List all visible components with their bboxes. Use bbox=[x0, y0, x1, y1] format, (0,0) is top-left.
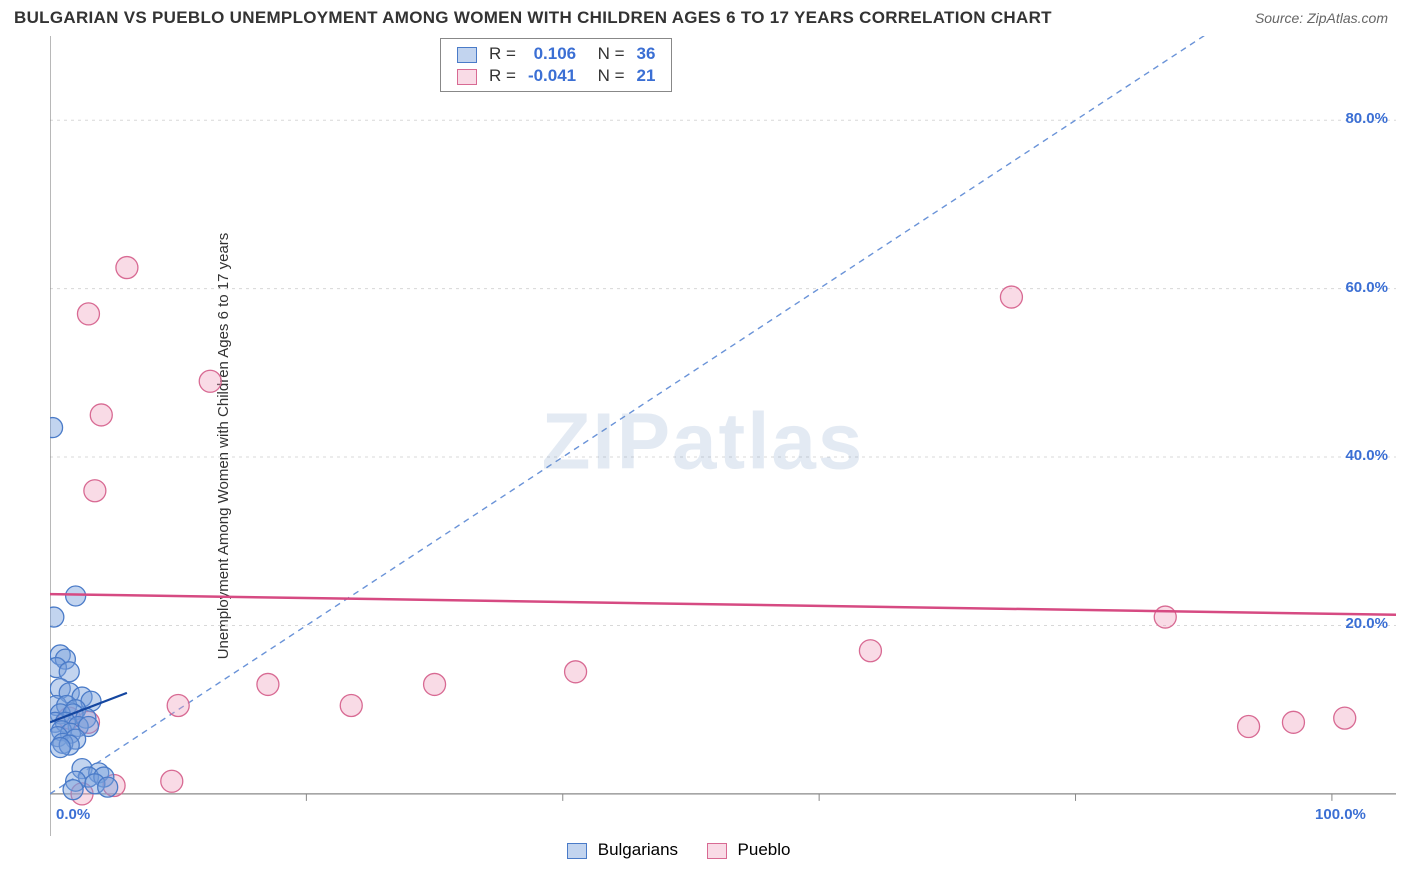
legend-r-label: R = bbox=[483, 43, 522, 65]
tick-label: 0.0% bbox=[56, 806, 90, 823]
legend-series-name: Bulgarians bbox=[598, 840, 678, 859]
legend-swatch bbox=[707, 843, 727, 859]
legend-n-value: 36 bbox=[631, 43, 662, 65]
legend-item: Bulgarians bbox=[567, 840, 683, 859]
tick-label: 100.0% bbox=[1315, 806, 1366, 823]
legend-swatch bbox=[457, 69, 477, 85]
tick-label: 60.0% bbox=[1345, 279, 1388, 296]
legend-n-value: 21 bbox=[631, 65, 662, 87]
tick-label: 20.0% bbox=[1345, 615, 1388, 632]
series-legend: Bulgarians Pueblo bbox=[555, 840, 802, 860]
legend-swatch bbox=[457, 47, 477, 63]
legend-series-name: Pueblo bbox=[738, 840, 791, 859]
legend-n-label: N = bbox=[582, 43, 630, 65]
legend-r-value: -0.041 bbox=[522, 65, 582, 87]
legend-swatch bbox=[567, 843, 587, 859]
legend-n-label: N = bbox=[582, 65, 630, 87]
correlation-legend: R = 0.106 N = 36 R = -0.041 N = 21 bbox=[440, 38, 672, 92]
legend-item: Pueblo bbox=[707, 840, 791, 859]
scatter-plot bbox=[50, 36, 1396, 836]
legend-r-label: R = bbox=[483, 65, 522, 87]
source-label: Source: ZipAtlas.com bbox=[1255, 10, 1388, 26]
tick-label: 40.0% bbox=[1345, 447, 1388, 464]
legend-r-value: 0.106 bbox=[522, 43, 582, 65]
chart-title: BULGARIAN VS PUEBLO UNEMPLOYMENT AMONG W… bbox=[14, 8, 1052, 28]
tick-label: 80.0% bbox=[1345, 110, 1388, 127]
